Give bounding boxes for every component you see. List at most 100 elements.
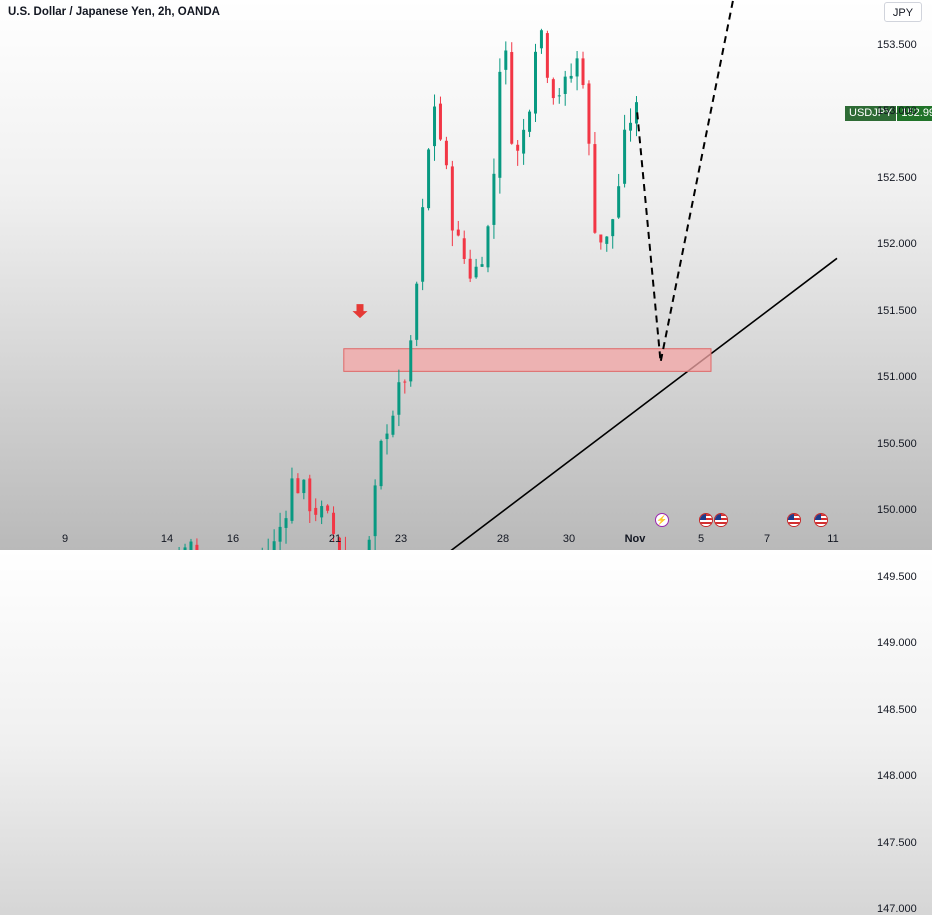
candle-body <box>296 478 300 494</box>
candle-body <box>486 226 490 268</box>
candle-body <box>427 149 431 209</box>
candle-body <box>433 106 437 147</box>
bolt-icon[interactable]: ⚡ <box>655 513 669 527</box>
candle-body <box>563 76 567 94</box>
candle-body <box>272 541 276 550</box>
x-tick-label: 5 <box>697 533 705 545</box>
candle-body <box>397 382 401 415</box>
us-flag-icon[interactable] <box>699 513 713 527</box>
candle-body <box>332 512 336 534</box>
candle-body <box>611 219 615 237</box>
symbol-label: USDJPY <box>845 106 897 121</box>
trendline-layer <box>450 257 838 550</box>
trendline <box>450 257 838 550</box>
y-tick-label: 153.500 <box>877 38 917 51</box>
candle-body <box>516 144 520 151</box>
x-tick-label: 14 <box>160 533 174 545</box>
projection-layer <box>636 0 735 363</box>
x-tick-label: 23 <box>394 533 408 545</box>
candle-body <box>528 111 532 132</box>
candle-body <box>462 238 466 259</box>
chart-title: U.S. Dollar / Japanese Yen, 2h, OANDA <box>8 6 220 18</box>
y-tick-label: 151.000 <box>877 371 917 383</box>
candle-body <box>409 340 413 382</box>
candle-body <box>605 236 609 244</box>
us-flag-icon[interactable] <box>787 513 801 527</box>
y-tick-label: 149.000 <box>877 637 917 649</box>
candle-body <box>498 71 502 178</box>
candle-body <box>391 415 395 435</box>
candle-body <box>308 478 312 512</box>
x-tick-label: 9 <box>61 533 69 545</box>
candle-body <box>195 544 199 550</box>
candle-body <box>385 433 389 440</box>
candle-body <box>480 264 484 267</box>
markers-layer <box>352 304 368 319</box>
candle-body <box>367 539 371 550</box>
y-tick-label: 152.500 <box>877 171 917 184</box>
candle-body <box>492 173 496 225</box>
candle-body <box>278 526 282 542</box>
y-tick-label: 147.500 <box>877 836 917 849</box>
candle-body <box>290 478 294 521</box>
candle-body <box>551 79 555 99</box>
candle-body <box>450 166 454 231</box>
candle-body <box>617 186 621 218</box>
candle-body <box>504 50 508 70</box>
y-tick-label: 152.000 <box>877 238 917 250</box>
resistance-zone <box>343 348 712 372</box>
candle-body <box>581 58 585 86</box>
x-tick-label: 11 <box>827 533 839 545</box>
y-tick-label: 150.000 <box>877 504 917 516</box>
candle-body <box>326 505 330 511</box>
y-tick-label: 148.000 <box>877 770 917 782</box>
y-tick-label: 148.500 <box>877 703 917 716</box>
candle-body <box>183 547 187 550</box>
y-tick-label: 149.500 <box>877 570 917 583</box>
candle-body <box>302 479 306 494</box>
candle-body <box>284 518 288 528</box>
candle-body <box>587 83 591 144</box>
y-tick-label: 150.500 <box>877 437 917 450</box>
resistance-zone-layer <box>343 348 712 372</box>
candle-body <box>189 541 193 550</box>
y-tick-label: 153.000 <box>877 105 917 117</box>
candle-body <box>629 122 633 131</box>
x-tick-label: 28 <box>496 533 510 545</box>
candle-body <box>575 58 579 77</box>
candle-body <box>320 506 324 518</box>
chart-canvas[interactable] <box>0 0 932 550</box>
candle-body <box>569 75 573 79</box>
candle-body <box>337 537 341 550</box>
candle-body <box>534 51 537 114</box>
x-tick-label: 30 <box>562 533 576 545</box>
us-flag-icon[interactable] <box>714 513 728 527</box>
candle-body <box>403 381 407 383</box>
candle-body <box>557 95 561 97</box>
x-tick-label: 16 <box>226 533 240 545</box>
candle-body <box>539 30 543 49</box>
y-tick-label: 147.000 <box>877 903 917 915</box>
candle-body <box>456 229 460 236</box>
candle-body <box>421 207 425 282</box>
candle-body <box>623 129 627 184</box>
y-tick-label: 151.500 <box>877 304 917 317</box>
candle-body <box>522 129 526 154</box>
projection-path <box>636 0 735 363</box>
us-flag-icon[interactable] <box>814 513 828 527</box>
candle-body <box>545 33 549 78</box>
candle-body <box>593 144 597 233</box>
candles-layer <box>178 28 638 550</box>
candle-body <box>468 258 472 279</box>
last-price-badge: USDJPY 152.997 <box>845 106 932 121</box>
candle-body <box>379 440 383 487</box>
last-price-value: 152.997 <box>896 106 932 121</box>
candle-body <box>510 52 514 144</box>
candle-body <box>373 485 377 537</box>
x-tick-label: Nov <box>624 533 646 545</box>
candle-body <box>599 234 603 243</box>
candle-body <box>314 507 318 515</box>
currency-button[interactable]: JPY <box>884 2 922 22</box>
candle-body <box>415 283 419 340</box>
candle-body <box>438 103 442 140</box>
